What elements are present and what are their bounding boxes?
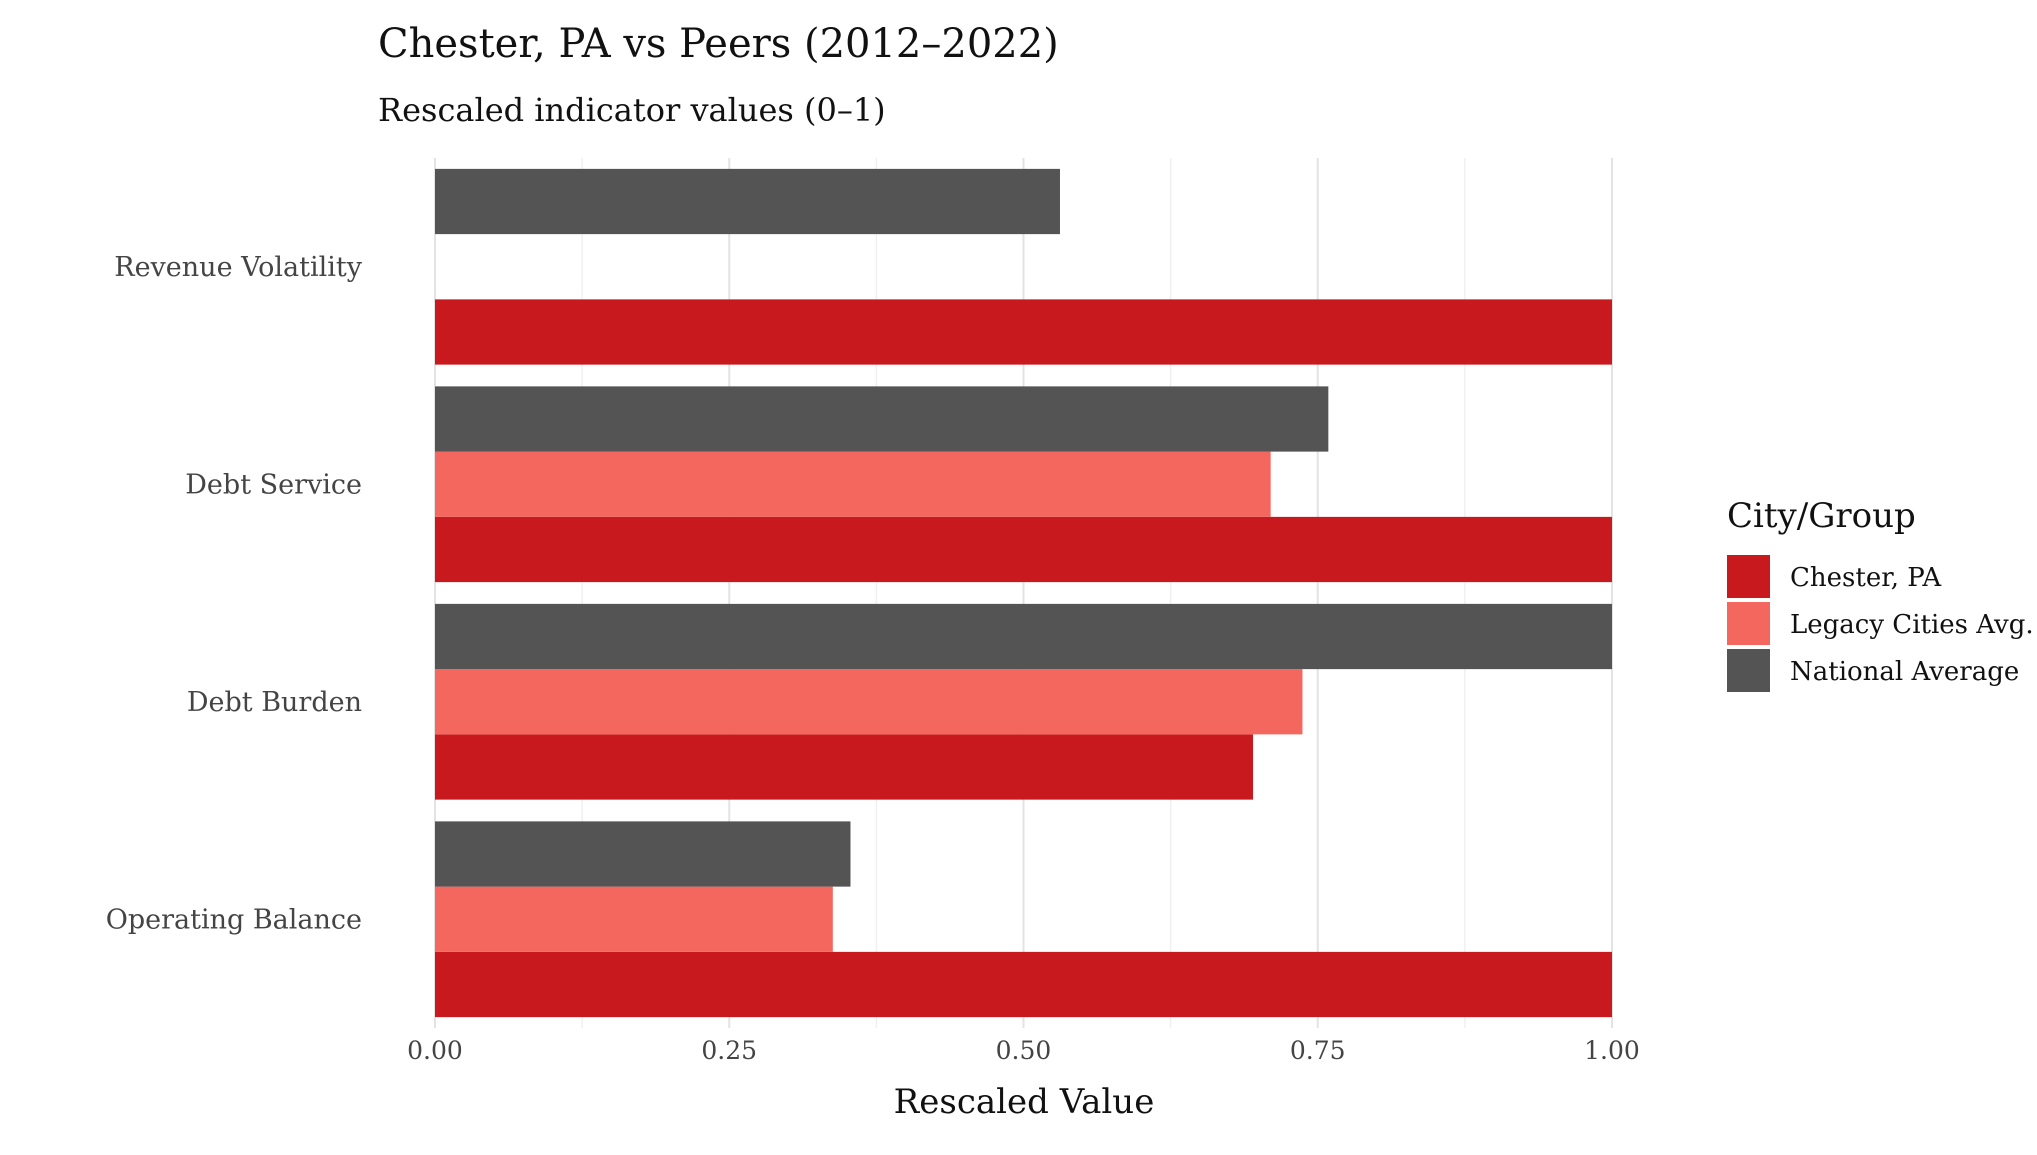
- bars: [435, 168, 1612, 1018]
- legend: City/Group Chester, PA Legacy Cities Avg.…: [1727, 496, 2034, 692]
- x-tick-label: 0.50: [996, 1036, 1052, 1065]
- bar-revenue-volatility-chester-pa: [435, 299, 1612, 365]
- bar-debt-service-chester-pa: [435, 516, 1612, 583]
- bar-debt-burden-chester-pa: [435, 734, 1254, 800]
- category-label: Revenue Volatility: [114, 252, 362, 283]
- bar-operating-balance-legacy-cities-avg: [435, 886, 833, 952]
- category-label: Debt Burden: [187, 687, 362, 718]
- category-label: Debt Service: [185, 469, 362, 500]
- legend-swatch: [1727, 602, 1770, 645]
- x-tick-label: 0.75: [1290, 1036, 1346, 1065]
- x-tick-labels: 0.00 0.25 0.50 0.75 1.00: [407, 1036, 1640, 1065]
- bar-revenue-volatility-national-average: [435, 168, 1060, 235]
- category-labels: Revenue Volatility Debt Service Debt Burde…: [106, 252, 363, 936]
- legend-label: Legacy Cities Avg.: [1790, 610, 2034, 640]
- bar-operating-balance-national-average: [435, 821, 851, 887]
- chart-title: Chester, PA vs Peers (2012–2022): [378, 21, 1059, 67]
- x-axis-title: Rescaled Value: [894, 1082, 1155, 1122]
- legend-title: City/Group: [1727, 496, 1916, 536]
- x-tick-label: 0.00: [407, 1036, 463, 1065]
- x-tick-label: 1.00: [1584, 1036, 1640, 1065]
- legend-swatch: [1727, 555, 1770, 598]
- category-label: Operating Balance: [106, 904, 362, 935]
- bar-debt-service-national-average: [435, 386, 1329, 452]
- legend-label: National Average: [1790, 657, 2019, 687]
- chart-subtitle: Rescaled indicator values (0–1): [378, 91, 886, 129]
- bar-debt-burden-national-average: [435, 603, 1612, 670]
- bar-debt-burden-legacy-cities-avg: [435, 669, 1303, 735]
- x-tick-label: 0.25: [701, 1036, 757, 1065]
- legend-swatch: [1727, 649, 1770, 692]
- legend-label: Chester, PA: [1790, 563, 1942, 593]
- bar-operating-balance-chester-pa: [435, 951, 1612, 1018]
- bar-debt-service-legacy-cities-avg: [435, 451, 1271, 517]
- legend-items: Chester, PA Legacy Cities Avg. National Av…: [1727, 555, 2034, 692]
